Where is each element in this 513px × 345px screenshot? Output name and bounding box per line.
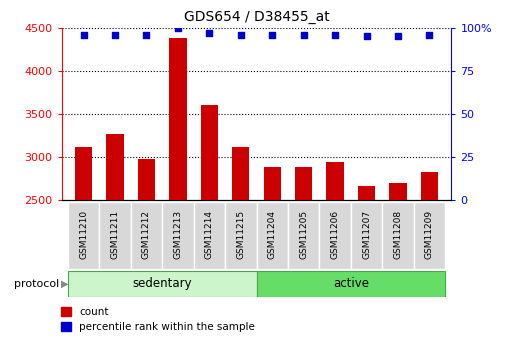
Bar: [358, 186, 375, 345]
Text: GSM11209: GSM11209: [425, 209, 434, 259]
Point: [142, 32, 150, 37]
Text: protocol: protocol: [14, 279, 59, 289]
FancyBboxPatch shape: [256, 271, 445, 297]
Point: [363, 33, 371, 39]
Point: [425, 32, 433, 37]
Bar: [106, 134, 124, 345]
FancyBboxPatch shape: [68, 271, 256, 297]
FancyBboxPatch shape: [193, 202, 225, 269]
Bar: [389, 183, 407, 345]
Text: GSM11211: GSM11211: [110, 209, 120, 259]
Bar: [264, 167, 281, 345]
Text: ▶: ▶: [61, 279, 68, 289]
Bar: [326, 162, 344, 345]
Text: GSM11212: GSM11212: [142, 210, 151, 259]
Text: GSM11204: GSM11204: [268, 210, 277, 259]
Text: GSM11215: GSM11215: [236, 209, 245, 259]
Text: GSM11210: GSM11210: [79, 209, 88, 259]
Title: GDS654 / D38455_at: GDS654 / D38455_at: [184, 10, 329, 24]
FancyBboxPatch shape: [131, 202, 162, 269]
Bar: [232, 147, 249, 345]
Text: sedentary: sedentary: [132, 277, 192, 290]
Point: [300, 32, 308, 37]
Point: [205, 30, 213, 36]
FancyBboxPatch shape: [68, 202, 100, 269]
FancyBboxPatch shape: [162, 202, 193, 269]
Text: active: active: [333, 277, 369, 290]
FancyBboxPatch shape: [288, 202, 320, 269]
Text: GSM11213: GSM11213: [173, 209, 183, 259]
FancyBboxPatch shape: [382, 202, 413, 269]
FancyBboxPatch shape: [256, 202, 288, 269]
FancyBboxPatch shape: [320, 202, 351, 269]
Text: GSM11208: GSM11208: [393, 209, 403, 259]
Point: [236, 32, 245, 37]
Legend: count, percentile rank within the sample: count, percentile rank within the sample: [56, 302, 260, 336]
Bar: [201, 105, 218, 345]
Bar: [421, 171, 438, 345]
Point: [111, 32, 119, 37]
FancyBboxPatch shape: [225, 202, 256, 269]
Text: GSM11207: GSM11207: [362, 209, 371, 259]
Point: [174, 25, 182, 30]
Point: [80, 32, 88, 37]
FancyBboxPatch shape: [351, 202, 382, 269]
FancyBboxPatch shape: [100, 202, 131, 269]
Point: [394, 33, 402, 39]
Bar: [75, 147, 92, 345]
Point: [331, 32, 339, 37]
Bar: [295, 167, 312, 345]
Text: GSM11205: GSM11205: [299, 209, 308, 259]
Point: [268, 32, 277, 37]
Bar: [169, 38, 187, 345]
Text: GSM11214: GSM11214: [205, 210, 214, 259]
Text: GSM11206: GSM11206: [330, 209, 340, 259]
Bar: [138, 159, 155, 345]
FancyBboxPatch shape: [413, 202, 445, 269]
